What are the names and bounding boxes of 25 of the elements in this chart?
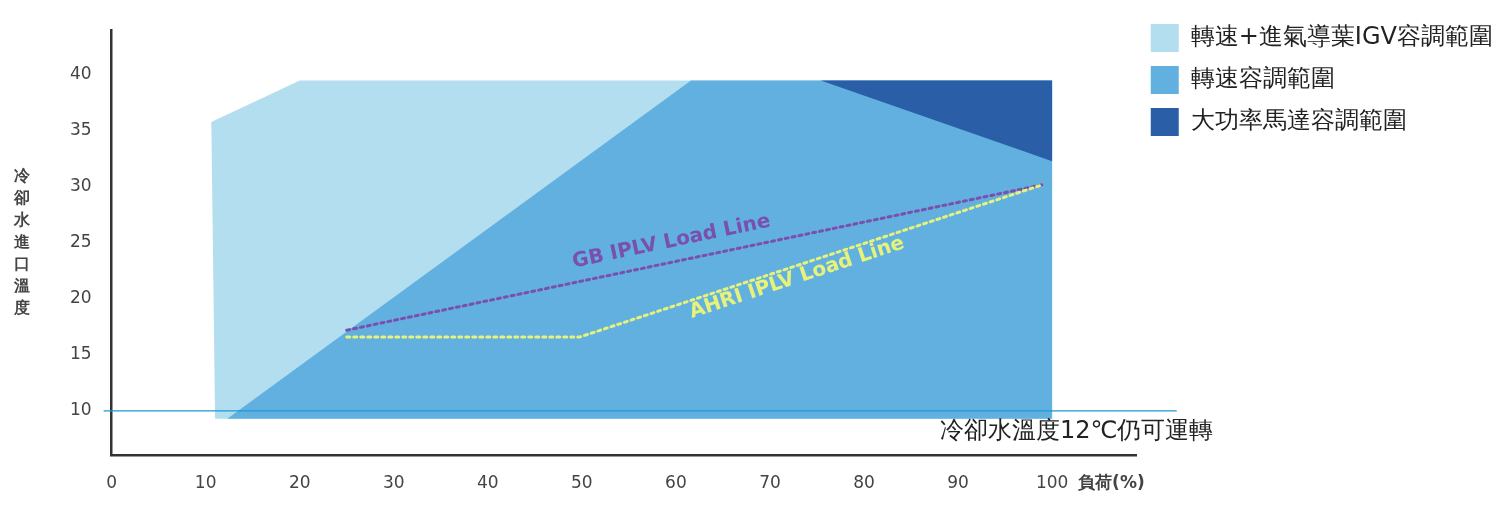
- x-tick-label: 30: [382, 472, 405, 493]
- y-tick-label: 25: [69, 231, 92, 252]
- y-tick-label: 10: [69, 399, 92, 420]
- x-axis-title: 負荷(%): [1078, 472, 1145, 493]
- legend-label: 轉速容調範圍: [1190, 64, 1335, 93]
- x-tick-label: 50: [571, 472, 593, 493]
- annotation: 冷卻水溫度12℃仍可運轉: [940, 415, 1214, 446]
- x-tick-label: 60: [665, 472, 687, 493]
- y-tick-label: 30: [69, 175, 92, 196]
- x-tick-label: 0: [106, 472, 118, 493]
- y-tick-label: 35: [69, 119, 92, 140]
- x-tick-label: 70: [759, 472, 781, 493]
- x-tick-label: 20: [288, 472, 311, 493]
- legend-label: 大功率馬達容調範圍: [1190, 106, 1407, 135]
- y-axis-title: 冷卻水進口溫度: [13, 166, 31, 318]
- y-tick-label: 40: [69, 63, 92, 84]
- x-tick-label: 80: [853, 472, 875, 493]
- text: GB IPLV Load Line: [569, 207, 773, 273]
- x-tick-label: 10: [194, 472, 217, 493]
- x-tick-label: 100: [1035, 472, 1069, 493]
- x-tick-label: 90: [947, 472, 969, 493]
- y-tick-label: 20: [69, 287, 92, 308]
- x-tick-label: 40: [477, 472, 499, 493]
- legend-label: 轉速+進氣導葉IGV容調範圍: [1190, 22, 1493, 51]
- y-tick-label: 15: [69, 343, 92, 364]
